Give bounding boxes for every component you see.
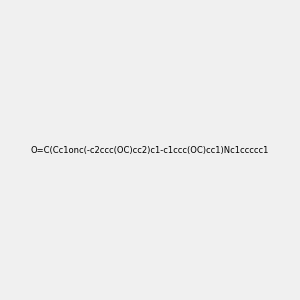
Text: O=C(Cc1onc(-c2ccc(OC)cc2)c1-c1ccc(OC)cc1)Nc1ccccc1: O=C(Cc1onc(-c2ccc(OC)cc2)c1-c1ccc(OC)cc1… [31,146,269,154]
